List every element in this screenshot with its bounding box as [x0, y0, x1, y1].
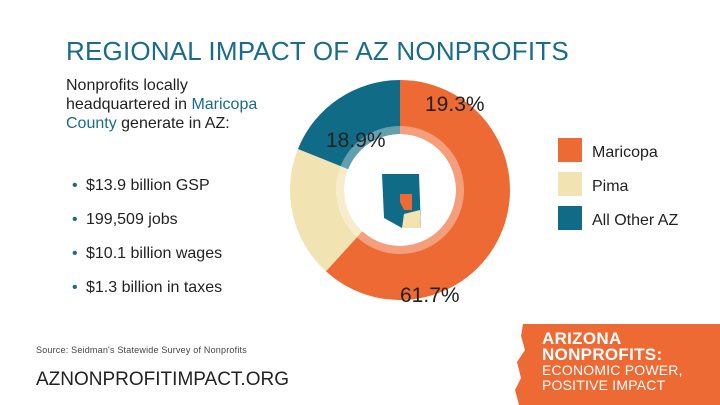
page-title: REGIONAL IMPACT OF AZ NONPROFITS — [66, 36, 569, 66]
banner-text: ARIZONA NONPROFITS: ECONOMIC POWER, POSI… — [542, 329, 683, 393]
legend-swatch-other — [558, 206, 582, 230]
slice-pima-inner — [336, 166, 363, 238]
legend-label-maricopa: Maricopa — [592, 144, 658, 161]
legend-label-other: All Other AZ — [592, 212, 679, 229]
website-url: AZNONPROFITIMPACT.ORG — [36, 369, 289, 390]
label-other: 18.9% — [326, 129, 386, 152]
impact-gsp: $13.9 billion GSP — [72, 172, 222, 206]
impact-taxes: $1.3 billion in taxes — [72, 274, 222, 308]
slice-other — [297, 80, 400, 170]
intro-line-1: Nonprofits locally headquartered in — [66, 77, 188, 113]
intro-highlight: Maricopa County — [66, 96, 258, 132]
banner-line-3: ECONOMIC POWER, — [542, 362, 683, 378]
banner-line-4: POSITIVE IMPACT — [542, 377, 666, 393]
slice-maricopa-inner — [356, 126, 464, 254]
banner-line-2: NONPROFITS: — [542, 345, 663, 364]
label-pima: 19.3% — [425, 93, 485, 116]
arizona-banner-logo — [515, 324, 720, 405]
legend-label-pima: Pima — [592, 178, 629, 195]
donut-chart: 19.3% 18.9% 61.7% — [290, 80, 511, 307]
intro-line-2: generate in AZ: — [121, 115, 230, 132]
banner-line-1: ARIZONA — [542, 329, 622, 348]
source-note: Source: Seidman's Statewide Survey of No… — [36, 345, 247, 355]
arizona-map-icon — [382, 174, 421, 228]
intro-text: Nonprofits locally headquartered in Mari… — [66, 76, 266, 133]
slice-other-inner — [340, 126, 400, 170]
label-maricopa: 61.7% — [400, 284, 460, 307]
legend-swatch-maricopa — [558, 138, 582, 162]
legend-swatch-pima — [558, 172, 582, 196]
impact-jobs: 199,509 jobs — [72, 206, 222, 240]
impact-list: $13.9 billion GSP 199,509 jobs $10.1 bil… — [72, 172, 222, 308]
impact-wages: $10.1 billion wages — [72, 240, 222, 274]
